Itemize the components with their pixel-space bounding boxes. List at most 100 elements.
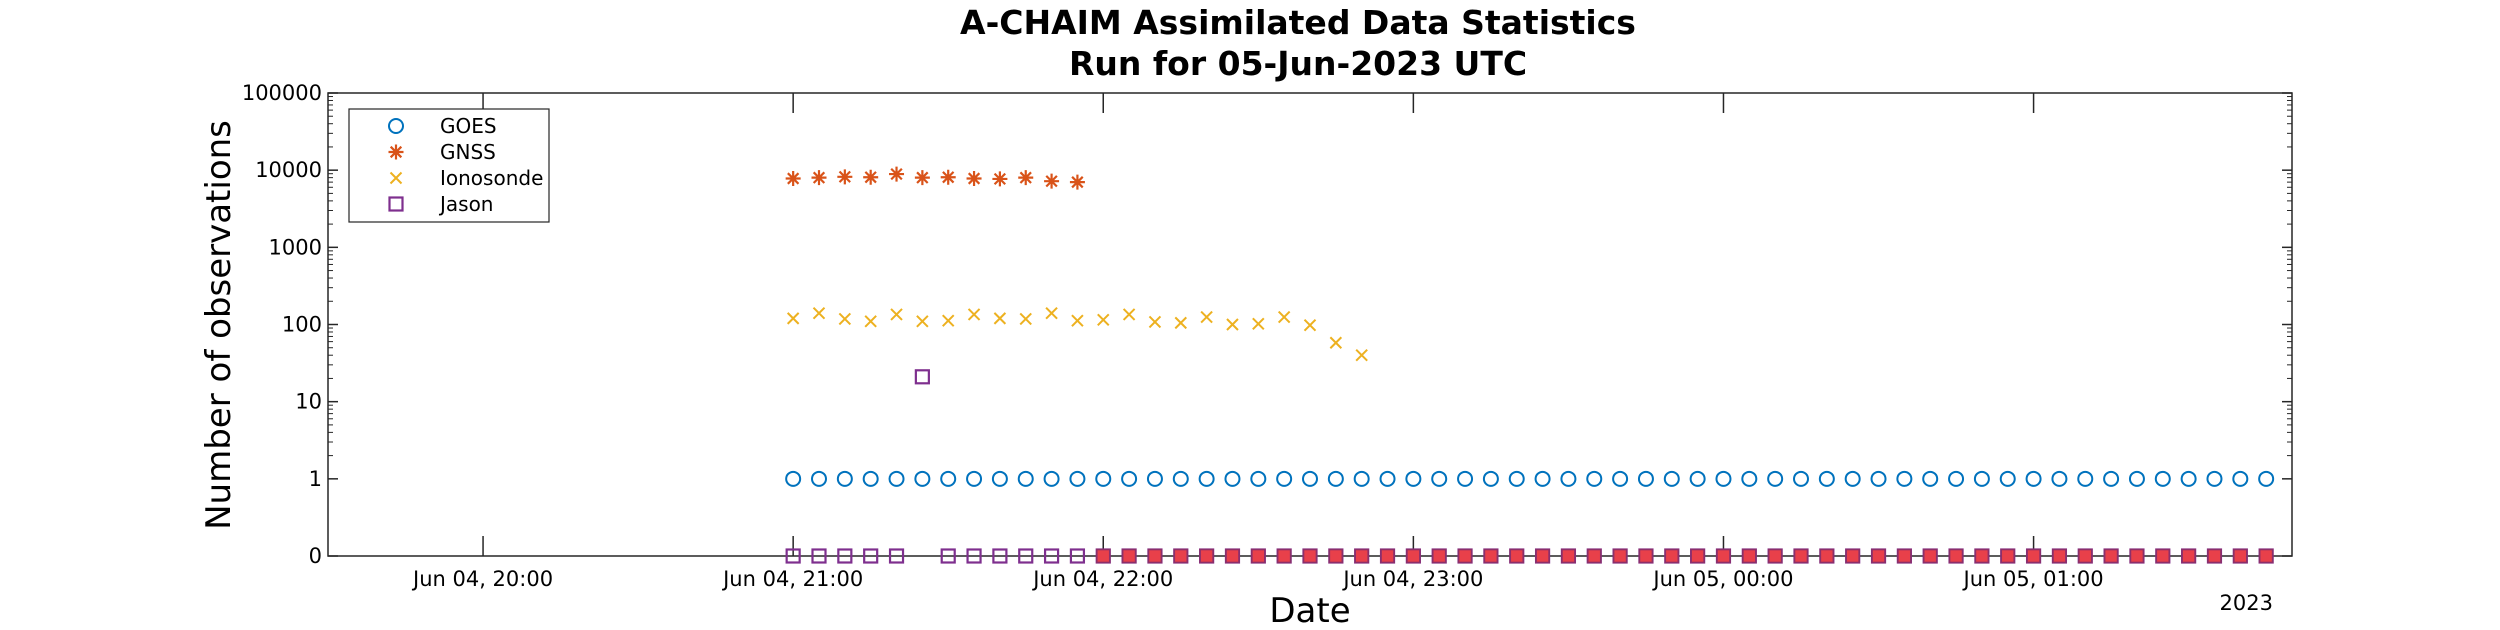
goes-point — [1353, 470, 1370, 487]
overlap-point — [1922, 548, 1938, 564]
goes-point — [1741, 470, 1758, 487]
goes-point — [1663, 470, 1680, 487]
goes-point — [1327, 470, 1344, 487]
ionosonde-point — [1303, 318, 1317, 332]
legend-marker-ionosonde — [389, 171, 403, 185]
goes-point — [1999, 470, 2016, 487]
overlap-point — [1793, 548, 1809, 564]
overlap-point — [2103, 548, 2119, 564]
overlap-point — [1948, 548, 1964, 564]
jason-point — [1018, 548, 1034, 564]
gnss-point — [940, 169, 956, 185]
goes-point — [785, 470, 802, 487]
overlap-point — [1535, 548, 1550, 564]
jason-point — [811, 548, 827, 564]
overlap-point — [1095, 548, 1111, 564]
goes-point — [1431, 470, 1448, 487]
overlap-point — [2207, 548, 2222, 564]
overlap-point — [1406, 548, 1421, 564]
ionosonde-point — [1329, 336, 1343, 349]
gnss-point — [811, 170, 827, 186]
ionosonde-point — [967, 308, 981, 321]
overlap-point — [2258, 548, 2274, 564]
x-axis-year-label: 2023 — [2220, 591, 2273, 615]
goes-point — [1689, 470, 1706, 487]
overlap-point — [1561, 548, 1576, 564]
goes-point — [2180, 470, 2197, 487]
goes-point — [1870, 470, 1887, 487]
series-goes — [785, 470, 2275, 487]
goes-point — [1121, 470, 1138, 487]
y-tick-label: 1 — [309, 467, 322, 491]
overlap-point — [1225, 548, 1240, 564]
x-tick-label: Jun 05, 01:00 — [1962, 567, 2104, 591]
y-axis-ticks: 0 1 10 100 1000 10000 100000 — [242, 81, 2292, 568]
y-tick-label: 10 — [295, 390, 322, 414]
goes-point — [1767, 470, 1784, 487]
gnss-point — [1018, 170, 1034, 186]
overlap-point — [1612, 548, 1628, 564]
goes-point — [1198, 470, 1215, 487]
ionosonde-point — [1252, 317, 1265, 331]
x-tick-label: Jun 05, 00:00 — [1651, 567, 1793, 591]
ionosonde-point — [1097, 313, 1110, 327]
overlap-point — [2052, 548, 2067, 564]
ionosonde-point — [1019, 312, 1032, 326]
overlap-point — [1845, 548, 1860, 564]
ionosonde-point — [993, 312, 1007, 325]
x-tick-label: Jun 04, 23:00 — [1341, 567, 1483, 591]
legend-label-gnss: GNSS — [440, 140, 496, 164]
jason-point — [966, 548, 982, 564]
overlap-point — [1638, 548, 1654, 564]
legend-marker-gnss — [388, 144, 404, 160]
gnss-point — [889, 166, 905, 182]
goes-point — [1379, 470, 1396, 487]
goes-point — [1534, 470, 1551, 487]
overlap-point — [1690, 548, 1705, 564]
y-axis-label: Number of observations — [199, 120, 239, 530]
goes-point — [1973, 470, 1990, 487]
goes-point — [1224, 470, 1241, 487]
ionosonde-point — [890, 308, 903, 321]
overlap-point — [1871, 548, 1886, 564]
goes-point — [1586, 470, 1603, 487]
goes-point — [2025, 470, 2042, 487]
overlap-point — [1121, 548, 1137, 564]
overlap-point — [1767, 548, 1783, 564]
gnss-point — [914, 170, 930, 186]
x-tick-label: Jun 04, 22:00 — [1031, 567, 1173, 591]
legend-label-jason: Jason — [438, 192, 494, 216]
overlap-point — [1354, 548, 1369, 564]
overlap-point — [2077, 548, 2093, 564]
ionosonde-point — [1174, 316, 1187, 330]
overlap-point — [1819, 548, 1835, 564]
gnss-point — [863, 169, 879, 185]
overlap-point — [1431, 548, 1447, 564]
overlap-point — [2026, 548, 2041, 564]
goes-point — [888, 470, 905, 487]
legend-marker-goes — [388, 118, 404, 134]
gnss-point — [785, 170, 801, 186]
jason-point — [837, 548, 853, 564]
ionosonde-point — [1045, 307, 1058, 320]
ionosonde-point — [1200, 310, 1213, 324]
goes-point — [1172, 470, 1189, 487]
goes-point — [1250, 470, 1267, 487]
overlap-point — [1276, 548, 1292, 564]
gnss-point — [1069, 174, 1085, 190]
overlap-point — [1716, 548, 1731, 564]
goes-point — [1793, 470, 1809, 487]
jason-point — [914, 369, 930, 385]
overlap-point — [2129, 548, 2145, 564]
ionosonde-point — [1226, 318, 1239, 331]
overlap-point — [1302, 548, 1318, 564]
goes-point — [1276, 470, 1293, 487]
ionosonde-point — [1277, 310, 1291, 324]
overlap-point — [1251, 548, 1266, 564]
ionosonde-point — [786, 312, 800, 325]
ionosonde-point — [812, 307, 826, 320]
goes-point — [1948, 470, 1965, 487]
overlap-point — [1457, 548, 1473, 564]
goes-point — [1818, 470, 1835, 487]
